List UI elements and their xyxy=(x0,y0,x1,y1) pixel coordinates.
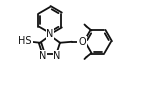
Text: N: N xyxy=(54,51,61,61)
Text: HS: HS xyxy=(18,36,32,46)
Text: N: N xyxy=(46,29,54,39)
Text: N: N xyxy=(39,51,47,61)
Text: O: O xyxy=(78,37,86,47)
